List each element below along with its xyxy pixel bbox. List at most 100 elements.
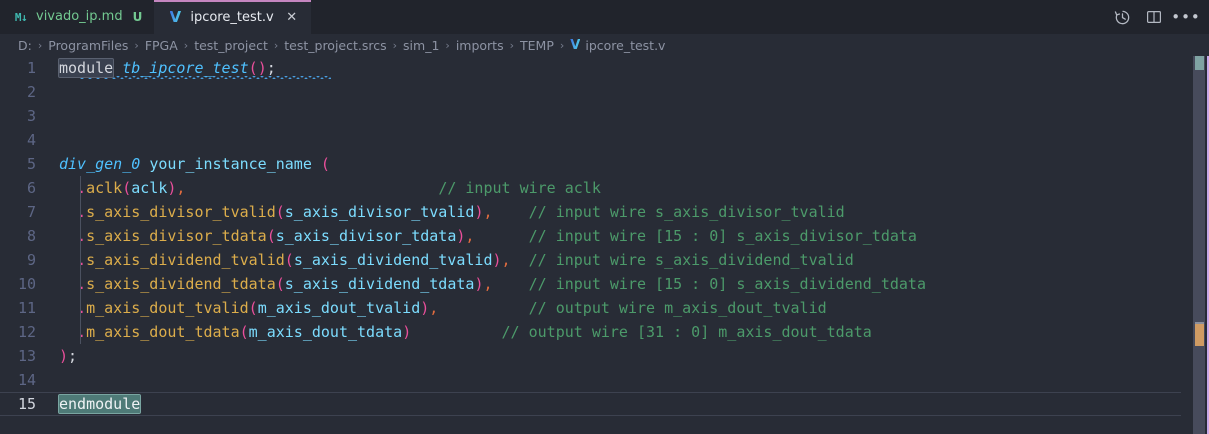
code-token: (: [239, 323, 249, 341]
line-number: 9: [26, 251, 36, 269]
indent-guide: [80, 176, 81, 344]
code-token: .: [77, 299, 87, 317]
breadcrumb-item-7[interactable]: TEMP: [520, 37, 554, 53]
code-token: [312, 155, 321, 173]
line-content[interactable]: .s_axis_dividend_tvalid(s_axis_dividend_…: [58, 248, 1181, 272]
tab-vivado_ip-md[interactable]: M↓ vivado_ip.md U: [0, 0, 155, 34]
overview-cursor-mark: [1195, 322, 1204, 325]
breadcrumb-separator: ›: [37, 38, 43, 52]
code-token: [59, 251, 77, 269]
line-number: 11: [17, 299, 36, 317]
code-line[interactable]: 10 .s_axis_dividend_tdata(s_axis_dividen…: [0, 272, 1181, 296]
line-content[interactable]: [58, 128, 1181, 152]
code-lines[interactable]: 1 module tb_ipcore_test(); 2 3 4 5 div_gen_0 y…: [0, 56, 1181, 434]
error-squiggle: [80, 76, 331, 79]
line-content[interactable]: );: [58, 344, 1181, 368]
breadcrumb: D: › ProgramFiles › FPGA › test_project …: [0, 34, 1209, 56]
code-line[interactable]: 3: [0, 104, 1181, 128]
code-line[interactable]: 11 .m_axis_dout_tvalid(m_axis_dout_tvali…: [0, 296, 1181, 320]
line-content[interactable]: module tb_ipcore_test();: [57, 56, 1181, 80]
code-token: .: [77, 251, 87, 269]
code-line[interactable]: 13);: [0, 344, 1181, 368]
code-token: [59, 299, 77, 317]
code-token: (: [266, 227, 276, 245]
code-token: // input wire aclk: [438, 179, 601, 197]
code-line[interactable]: 4: [0, 128, 1181, 152]
scrollbar-thumb[interactable]: [1193, 56, 1205, 434]
code-token: [113, 59, 122, 77]
breadcrumb-separator: ›: [445, 38, 450, 52]
breadcrumb-item-0[interactable]: D:: [18, 37, 32, 53]
line-content[interactable]: .s_axis_divisor_tdata(s_axis_divisor_tda…: [58, 224, 1181, 248]
breadcrumb-separator: ›: [392, 38, 398, 52]
code-line[interactable]: 5 div_gen_0 your_instance_name (: [0, 152, 1181, 176]
code-token: (: [122, 179, 132, 197]
code-token: s_axis_dividend_tvalid: [293, 251, 493, 269]
overview-occurrence-mark: [1195, 324, 1204, 346]
code-token: ,: [465, 227, 475, 245]
line-content[interactable]: [58, 368, 1181, 392]
code-token: s_axis_divisor_tdata: [275, 227, 457, 245]
code-editor[interactable]: 1 module tb_ipcore_test(); 2 3 4 5 div_gen_0 y…: [0, 56, 1209, 434]
highlighted-token: module: [57, 58, 115, 78]
breadcrumb-file[interactable]: V ipcore_test.v: [570, 38, 665, 53]
code-line[interactable]: 14: [0, 368, 1181, 392]
tab-ipcore_test-v[interactable]: V ipcore_test.v ✕: [154, 0, 312, 34]
timeline-history-icon[interactable]: [1113, 8, 1131, 26]
code-token: [511, 251, 529, 269]
breadcrumb-item-6[interactable]: imports: [455, 37, 504, 53]
code-line[interactable]: 6 .aclk(aclk), // input wire aclk: [0, 176, 1181, 200]
code-line[interactable]: 9 .s_axis_dividend_tvalid(s_axis_dividen…: [0, 248, 1181, 272]
split-editor-icon[interactable]: [1145, 8, 1163, 26]
breadcrumb-item-4[interactable]: test_project.srcs: [284, 37, 387, 53]
code-token: ,: [483, 275, 493, 293]
line-content[interactable]: .aclk(aclk), // input wire aclk: [58, 176, 1181, 200]
code-token: m_axis_dout_tvalid: [257, 299, 421, 317]
line-content[interactable]: .s_axis_divisor_tvalid(s_axis_divisor_tv…: [58, 200, 1181, 224]
breadcrumb-item-3[interactable]: test_project: [194, 37, 268, 53]
code-line[interactable]: 8 .s_axis_divisor_tdata(s_axis_divisor_t…: [0, 224, 1181, 248]
line-content[interactable]: .s_axis_dividend_tdata(s_axis_dividend_t…: [58, 272, 1181, 296]
code-token: m_axis_dout_tvalid: [86, 299, 249, 317]
code-token: [438, 299, 528, 317]
line-number: 12: [17, 323, 36, 341]
breadcrumb-separator: ›: [273, 38, 279, 52]
more-actions-icon[interactable]: •••: [1171, 8, 1201, 26]
line-number: 1: [26, 59, 36, 77]
code-token: [493, 275, 529, 293]
line-content[interactable]: .m_axis_dout_tvalid(m_axis_dout_tvalid),…: [58, 296, 1181, 320]
code-line[interactable]: 1 module tb_ipcore_test();: [0, 56, 1181, 80]
code-line[interactable]: 15 endmodule: [0, 392, 1181, 416]
code-token: div_gen_0: [59, 155, 141, 173]
breadcrumb-separator: ›: [559, 38, 565, 52]
breadcrumb-item-2[interactable]: FPGA: [144, 37, 178, 53]
code-token: (: [275, 275, 285, 293]
tab-list: M↓ vivado_ip.md U V ipcore_test.v ✕: [0, 0, 312, 34]
tab-bar-actions: •••: [1107, 0, 1209, 34]
line-content[interactable]: endmodule: [57, 392, 1181, 416]
code-token: m_axis_dout_tdata: [86, 323, 240, 341]
code-token: // input wire [15 : 0] s_axis_dividend_t…: [528, 275, 926, 293]
breadcrumb-item-5[interactable]: sim_1: [403, 37, 440, 53]
code-token: ,: [176, 179, 186, 197]
line-content[interactable]: div_gen_0 your_instance_name (: [58, 152, 1181, 176]
code-token: [59, 203, 77, 221]
highlighted-token: endmodule: [57, 394, 142, 414]
breadcrumb-item-1[interactable]: ProgramFiles: [48, 37, 129, 53]
code-token: ,: [501, 251, 511, 269]
line-content[interactable]: .m_axis_dout_tdata(m_axis_dout_tdata) //…: [58, 320, 1181, 344]
line-content[interactable]: [58, 80, 1181, 104]
code-token: (: [275, 203, 285, 221]
editor-scrollbar[interactable]: [1181, 56, 1209, 434]
code-token: ): [59, 347, 69, 365]
line-number: 2: [26, 83, 36, 101]
code-token: ): [456, 227, 466, 245]
code-line[interactable]: 12 .m_axis_dout_tdata(m_axis_dout_tdata)…: [0, 320, 1181, 344]
overview-selection-mark: [1195, 56, 1204, 70]
close-icon[interactable]: ✕: [286, 9, 298, 25]
line-content[interactable]: [58, 104, 1181, 128]
code-line[interactable]: 2: [0, 80, 1181, 104]
code-token: // input wire [15 : 0] s_axis_divisor_td…: [528, 227, 917, 245]
code-line[interactable]: 7 .s_axis_divisor_tvalid(s_axis_divisor_…: [0, 200, 1181, 224]
line-number: 15: [17, 395, 36, 413]
